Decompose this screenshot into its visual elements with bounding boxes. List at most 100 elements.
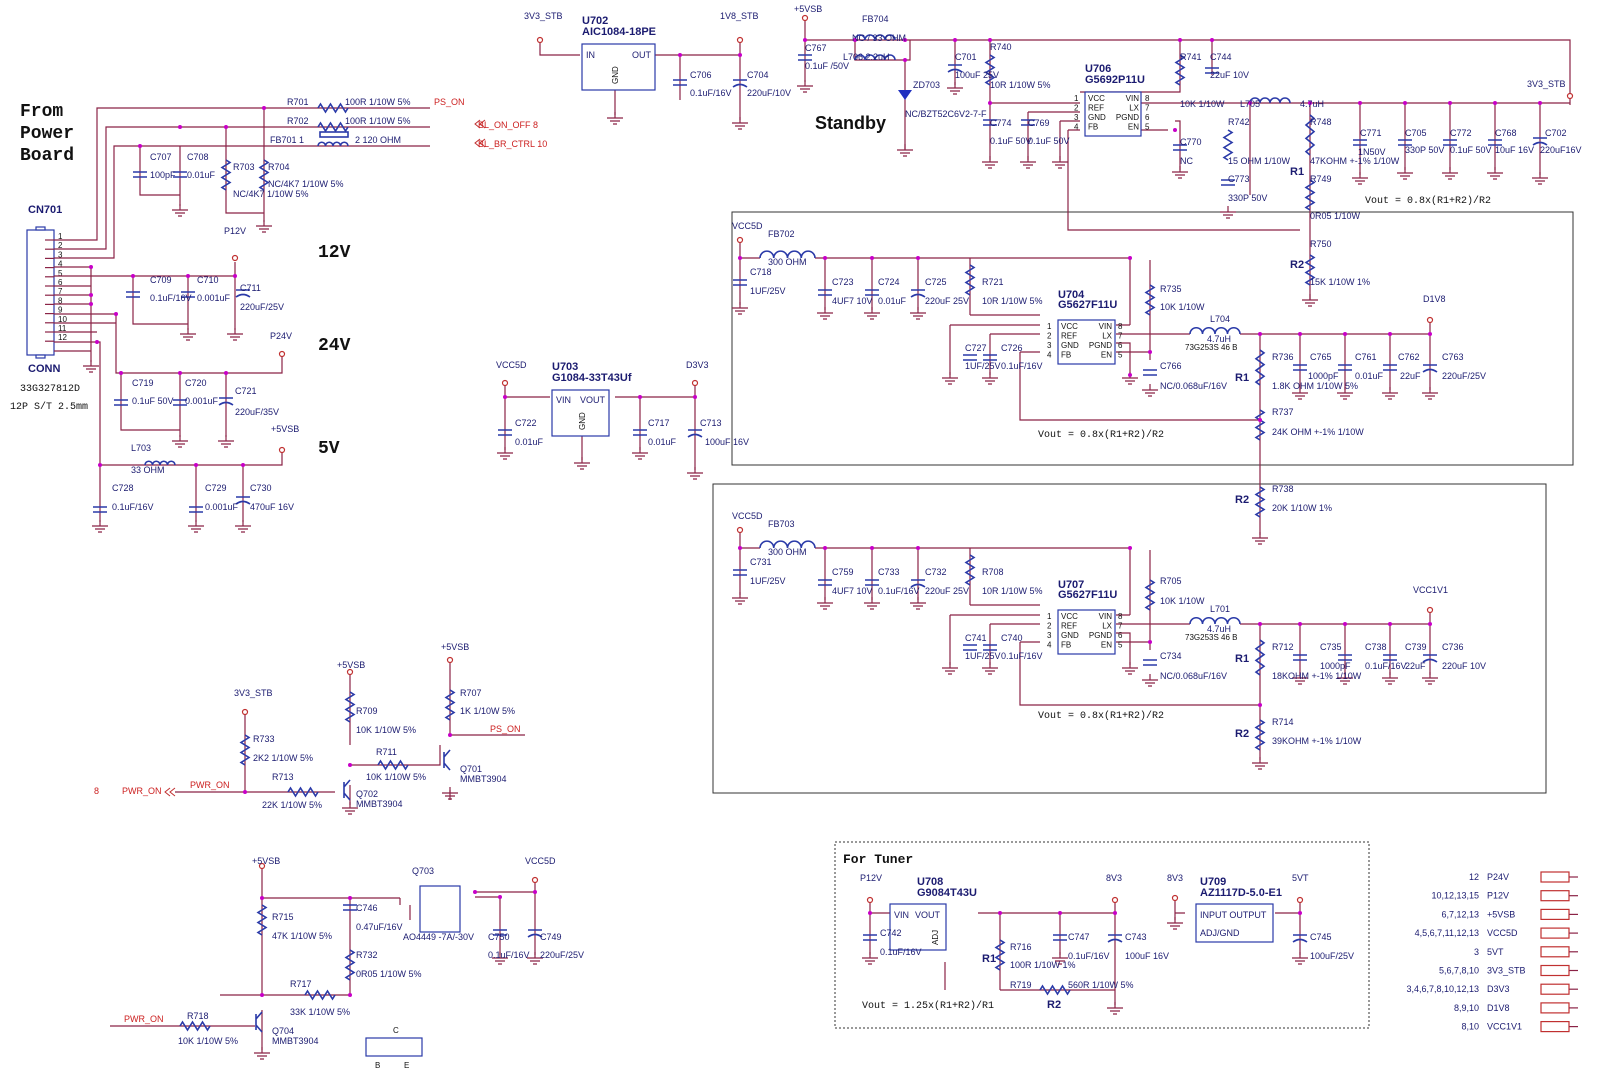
junction-dot <box>1428 622 1432 626</box>
resistor-symbol <box>1144 579 1156 611</box>
capacitor-symbol <box>983 644 997 651</box>
junction-dot <box>916 256 920 260</box>
ground-icon <box>1292 952 1308 965</box>
label-c721: C721 <box>235 386 257 396</box>
label-c742v: 0.1uF/16V <box>880 947 922 957</box>
label-c730v: 470uF 16V <box>250 502 294 512</box>
junction-dot <box>693 395 697 399</box>
label-c749: C749 <box>540 932 562 942</box>
pin-number: 1 <box>1047 322 1052 331</box>
ground-icon <box>442 787 458 800</box>
junction-dot <box>1058 911 1062 915</box>
label-q702v: MMBT3904 <box>356 799 403 809</box>
ground-icon <box>527 952 543 965</box>
ic-pin-fb: FB <box>1061 641 1071 650</box>
label-r709: R709 <box>356 706 378 716</box>
capacitor-symbol <box>1021 119 1035 126</box>
label-fb701: FB701 1 <box>270 135 304 145</box>
label-u703vin: VIN <box>556 395 571 405</box>
label-c750v: 0.1uF/16V <box>488 950 530 960</box>
junction-dot <box>186 274 190 278</box>
label-r703v: NC/4K7 1/10W 5% <box>233 189 309 199</box>
offpage-port-icon <box>1540 983 1570 995</box>
ic-pin-lx: LX <box>1102 622 1112 631</box>
label-ps_on: PS_ON <box>434 97 465 107</box>
resistor-symbol <box>1039 984 1071 996</box>
pin-number: 1 <box>1074 94 1079 103</box>
label-l701: L701 <box>1210 604 1230 614</box>
label-u709p: AZ1117D-5.0-E1 <box>1200 887 1282 899</box>
label-c709v: 0.1uF/16V <box>150 293 192 303</box>
electrolytic-capacitor-symbol <box>1532 137 1548 146</box>
junction-dot <box>823 546 827 550</box>
power-terminal-icon <box>231 254 239 262</box>
label-c772: C772 <box>1450 128 1472 138</box>
label-r715v: 47K 1/10W 5% <box>272 931 332 941</box>
label-c774v: 0.1uF 50V <box>990 136 1032 146</box>
ic-u708 <box>889 903 947 951</box>
junction-dot <box>1388 332 1392 336</box>
ic-u703 <box>551 389 610 437</box>
junction-dot <box>119 371 123 375</box>
ground-icon <box>1337 672 1353 685</box>
inductor-symbol <box>759 250 816 259</box>
label-c725: C725 <box>925 277 947 287</box>
label-l705: L705 <box>1240 99 1260 109</box>
power-terminal-icon <box>531 876 539 884</box>
label-r738: R738 <box>1272 484 1294 494</box>
label-pwr_on_num: 8 <box>94 786 99 796</box>
label-fb704v: NC / 33 OHM <box>852 33 906 43</box>
label-l705v: 4.7uH <box>1300 99 1324 109</box>
label-r733: R733 <box>253 734 275 744</box>
power-terminal-icon <box>346 668 354 676</box>
connector-pin: 7 <box>58 287 63 296</box>
inductor-symbol <box>317 141 349 147</box>
junction-dot <box>348 896 352 900</box>
offpage-pages: 5,6,7,8,10 <box>1439 966 1479 976</box>
label-q703: Q703 <box>412 866 434 876</box>
junction-dot <box>1148 350 1152 354</box>
label-r716v: 100R 1/10W 1% <box>1010 960 1076 970</box>
capacitor-symbol <box>1383 364 1397 371</box>
junction-dot <box>1538 101 1542 105</box>
capacitor-symbol <box>1173 144 1187 151</box>
label-r708: R708 <box>982 567 1004 577</box>
label-c720: C720 <box>185 378 207 388</box>
ic-pin-vcc: VCC <box>1061 322 1078 331</box>
capacitor-symbol <box>181 291 195 298</box>
ic-pin-vcc: VCC <box>1088 94 1105 103</box>
label-c731v: 1UF/25V <box>750 576 786 586</box>
label-c761: C761 <box>1355 352 1377 362</box>
capacitor-symbol <box>1338 654 1352 661</box>
label-r708v: 10R 1/10W 5% <box>982 586 1043 596</box>
pin-number: 5 <box>1118 351 1123 360</box>
connector-pin: 10 <box>58 315 67 324</box>
label-u708adj: ADJ <box>931 930 940 945</box>
label-r740v: 10R 1/10W 5% <box>990 80 1051 90</box>
ground-icon <box>1337 387 1353 400</box>
pin-number: 5 <box>1118 641 1123 650</box>
inductor-symbol <box>854 54 896 61</box>
pin-number: 8 <box>1118 612 1123 621</box>
junction-dot <box>178 371 182 375</box>
offpage-connector-d3v3: 3,4,6,7,8,10,12,13 D3V3 <box>1406 983 1578 995</box>
offpage-connector-5vsb: 6,7,12,13 +5VSB <box>1441 908 1578 921</box>
ground-icon <box>687 467 703 480</box>
ground-icon <box>1252 532 1268 545</box>
offpage-net: D1V8 <box>1487 1003 1510 1013</box>
inductor-symbol <box>1249 97 1291 104</box>
label-r711: R711 <box>376 747 397 757</box>
label-c727: C727 <box>965 343 987 353</box>
label-r749v: 0R05 1/10W <box>1310 211 1361 221</box>
label-r748v: 47KOHM +-1% 1/10W <box>1310 156 1400 166</box>
label-c711: C711 <box>240 283 261 293</box>
ground-icon <box>256 220 272 233</box>
title-from: From <box>20 102 63 122</box>
ground-icon <box>982 662 998 675</box>
label-c736: C736 <box>1442 642 1464 652</box>
capacitor-symbol <box>1353 139 1367 146</box>
label-r713: R713 <box>272 772 294 782</box>
ground-icon <box>492 952 508 965</box>
label-c722: C722 <box>515 418 537 428</box>
